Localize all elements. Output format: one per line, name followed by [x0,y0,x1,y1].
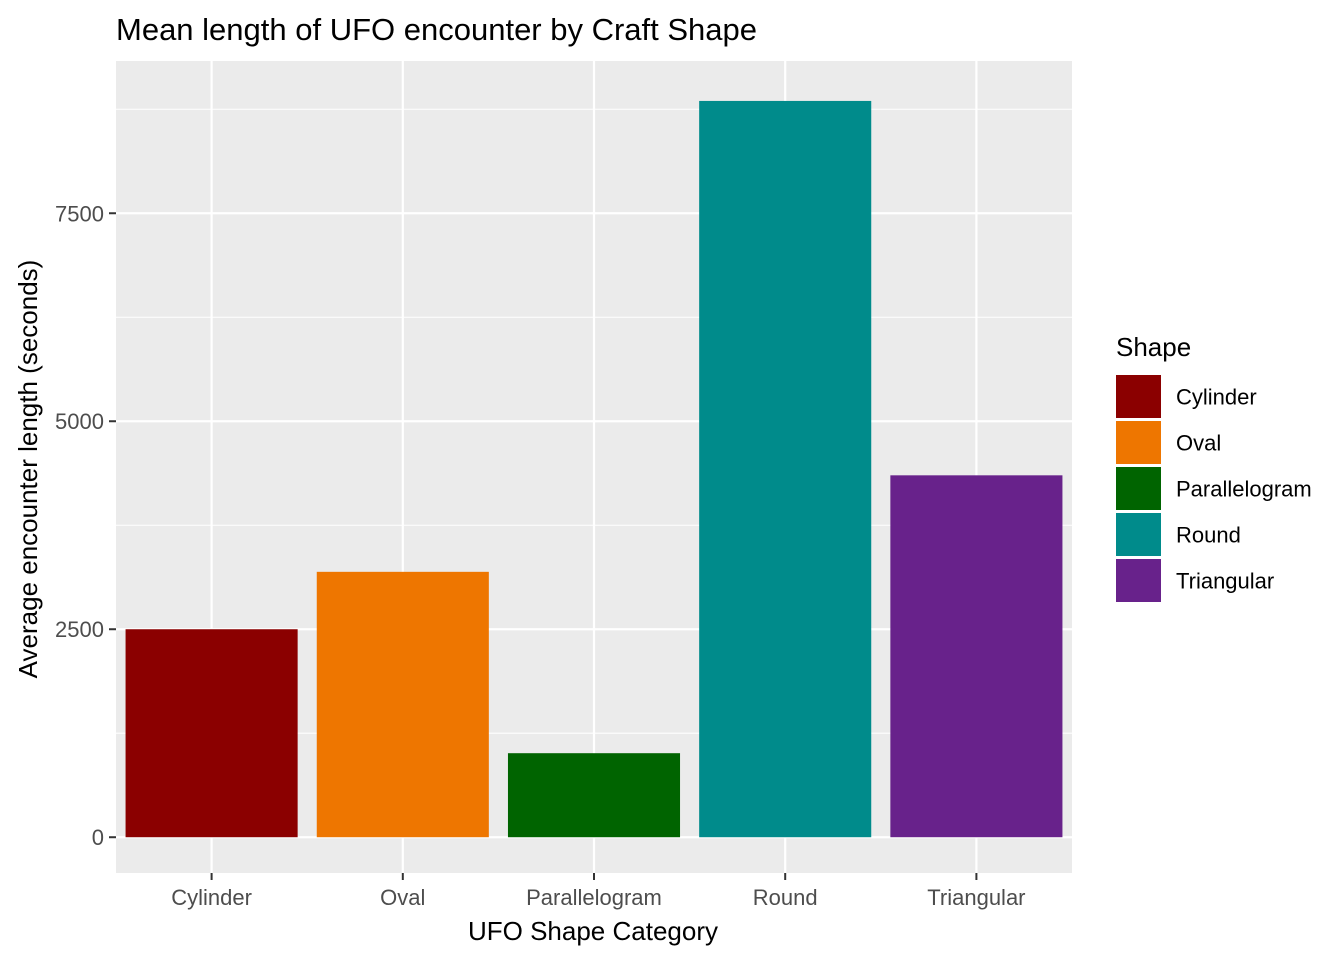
bar-cylinder [125,629,298,838]
y-tick-label: 2500 [55,617,104,642]
legend-key [1116,559,1161,602]
legend-label: Triangular [1176,569,1274,594]
x-tick-label: Parallelogram [526,885,662,910]
x-tick-label: Round [753,885,818,910]
y-axis-title: Average encounter length (seconds) [13,260,43,679]
bars [125,100,1063,838]
y-tick-label: 5000 [55,409,104,434]
x-tick-label: Oval [380,885,425,910]
legend-title: Shape [1116,332,1191,362]
y-tick-label: 0 [92,825,104,850]
legend-key [1116,375,1161,418]
legend-key [1116,513,1161,556]
x-axis: Cylinder Oval Parallelogram Round Triangular [171,873,1026,910]
bar-triangular [890,475,1063,838]
x-tick-label: Triangular [927,885,1025,910]
y-axis: 0 2500 5000 7500 [55,201,116,850]
legend-label: Cylinder [1176,385,1257,410]
legend: Shape Cylinder Oval Parallelogram Round Tria… [1116,332,1312,602]
bar-round [699,100,872,838]
x-axis-title: UFO Shape Category [468,916,718,946]
legend-key [1116,467,1161,510]
legend-label: Round [1176,523,1241,548]
bar-oval [316,571,489,838]
legend-key [1116,421,1161,464]
legend-label: Parallelogram [1176,477,1312,502]
bar-parallelogram [507,753,681,838]
chart-title: Mean length of UFO encounter by Craft Sh… [116,12,757,47]
y-tick-label: 7500 [55,201,104,226]
x-tick-label: Cylinder [171,885,252,910]
legend-label: Oval [1176,431,1221,456]
